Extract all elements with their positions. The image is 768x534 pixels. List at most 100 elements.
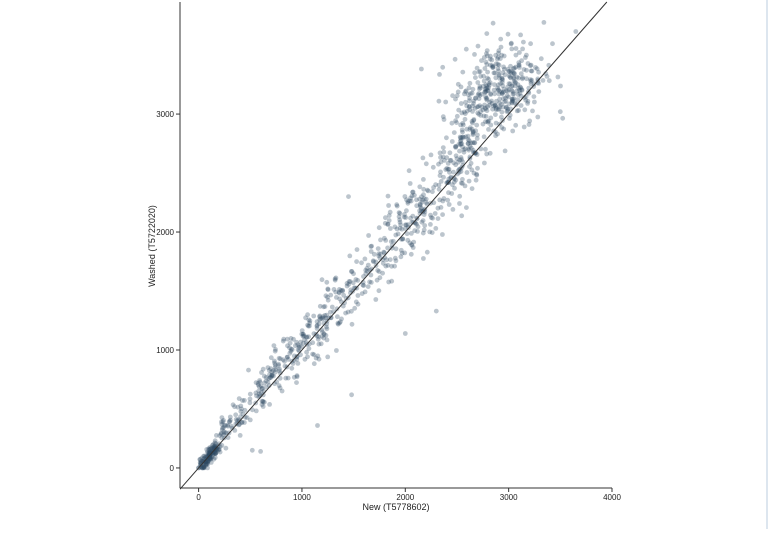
data-point — [333, 289, 339, 295]
data-point — [239, 406, 244, 412]
data-point — [208, 446, 214, 452]
data-point — [198, 461, 204, 467]
data-point — [523, 97, 529, 103]
data-point — [516, 60, 522, 65]
data-point — [205, 450, 211, 456]
data-point — [212, 438, 218, 444]
data-point — [384, 257, 389, 263]
data-point — [262, 399, 267, 405]
data-point — [485, 104, 490, 110]
data-point — [555, 74, 561, 80]
data-point — [277, 375, 283, 381]
data-point — [314, 326, 320, 331]
data-point — [507, 81, 513, 87]
data-point — [483, 82, 489, 88]
data-point — [200, 465, 206, 471]
data-point — [417, 201, 423, 207]
data-point — [199, 455, 205, 461]
data-point — [521, 67, 527, 72]
data-point — [467, 164, 472, 170]
data-point — [396, 210, 402, 216]
data-point — [260, 398, 266, 404]
data-point — [325, 297, 331, 303]
data-point — [204, 461, 209, 467]
data-point — [340, 287, 345, 293]
data-point — [389, 243, 395, 249]
data-point — [277, 385, 283, 391]
data-point — [229, 425, 235, 431]
data-point — [520, 76, 525, 82]
data-point — [455, 159, 461, 165]
data-point — [476, 69, 482, 75]
data-point — [436, 98, 442, 104]
data-point — [450, 182, 455, 188]
data-point — [232, 428, 238, 433]
data-point — [293, 343, 298, 349]
data-point — [207, 445, 213, 450]
data-point — [211, 446, 217, 452]
data-point — [376, 253, 382, 259]
data-point — [317, 303, 323, 309]
data-point — [210, 443, 215, 448]
data-point — [228, 417, 233, 423]
data-point — [397, 211, 403, 216]
data-point — [467, 154, 473, 160]
data-point — [412, 228, 418, 234]
data-point — [336, 289, 342, 295]
data-point — [509, 40, 514, 46]
data-point — [460, 181, 465, 186]
data-point — [477, 69, 483, 74]
data-point — [508, 70, 514, 75]
data-point — [514, 108, 520, 114]
data-point — [385, 245, 390, 251]
data-point — [417, 211, 423, 217]
data-point — [483, 119, 488, 124]
data-point — [463, 146, 468, 152]
data-point — [501, 53, 507, 59]
data-point — [496, 91, 502, 97]
data-point — [511, 74, 516, 80]
data-point — [206, 458, 212, 463]
data-point — [368, 280, 374, 285]
data-point — [403, 222, 408, 228]
data-point — [452, 56, 458, 62]
data-point — [215, 448, 221, 453]
data-point — [423, 161, 429, 167]
data-point — [364, 266, 370, 271]
data-point — [305, 322, 310, 328]
data-point — [492, 102, 498, 108]
data-point — [402, 331, 408, 336]
data-point — [376, 269, 382, 274]
data-point — [406, 168, 412, 174]
data-point — [495, 54, 501, 60]
data-point — [253, 408, 259, 414]
data-point — [468, 91, 473, 96]
data-point — [489, 63, 495, 68]
data-point — [433, 182, 438, 188]
data-point — [381, 249, 387, 255]
data-point — [324, 312, 330, 318]
data-point — [463, 134, 469, 140]
data-point — [421, 196, 427, 202]
data-point — [451, 169, 456, 175]
data-point — [458, 101, 464, 106]
data-point — [284, 354, 290, 360]
data-point — [386, 203, 391, 208]
data-point — [516, 86, 522, 91]
data-point — [496, 106, 502, 112]
data-point — [495, 107, 501, 112]
data-point — [538, 56, 544, 62]
data-point — [297, 343, 302, 349]
data-point — [386, 218, 392, 223]
data-point — [208, 446, 214, 452]
data-point — [493, 120, 499, 126]
data-point — [423, 196, 429, 202]
data-point — [366, 233, 371, 238]
data-point — [337, 320, 342, 326]
data-point — [404, 197, 409, 203]
data-point — [502, 99, 507, 105]
data-point — [421, 186, 427, 192]
data-point — [242, 398, 247, 403]
data-point — [199, 465, 205, 471]
data-point — [233, 412, 239, 418]
